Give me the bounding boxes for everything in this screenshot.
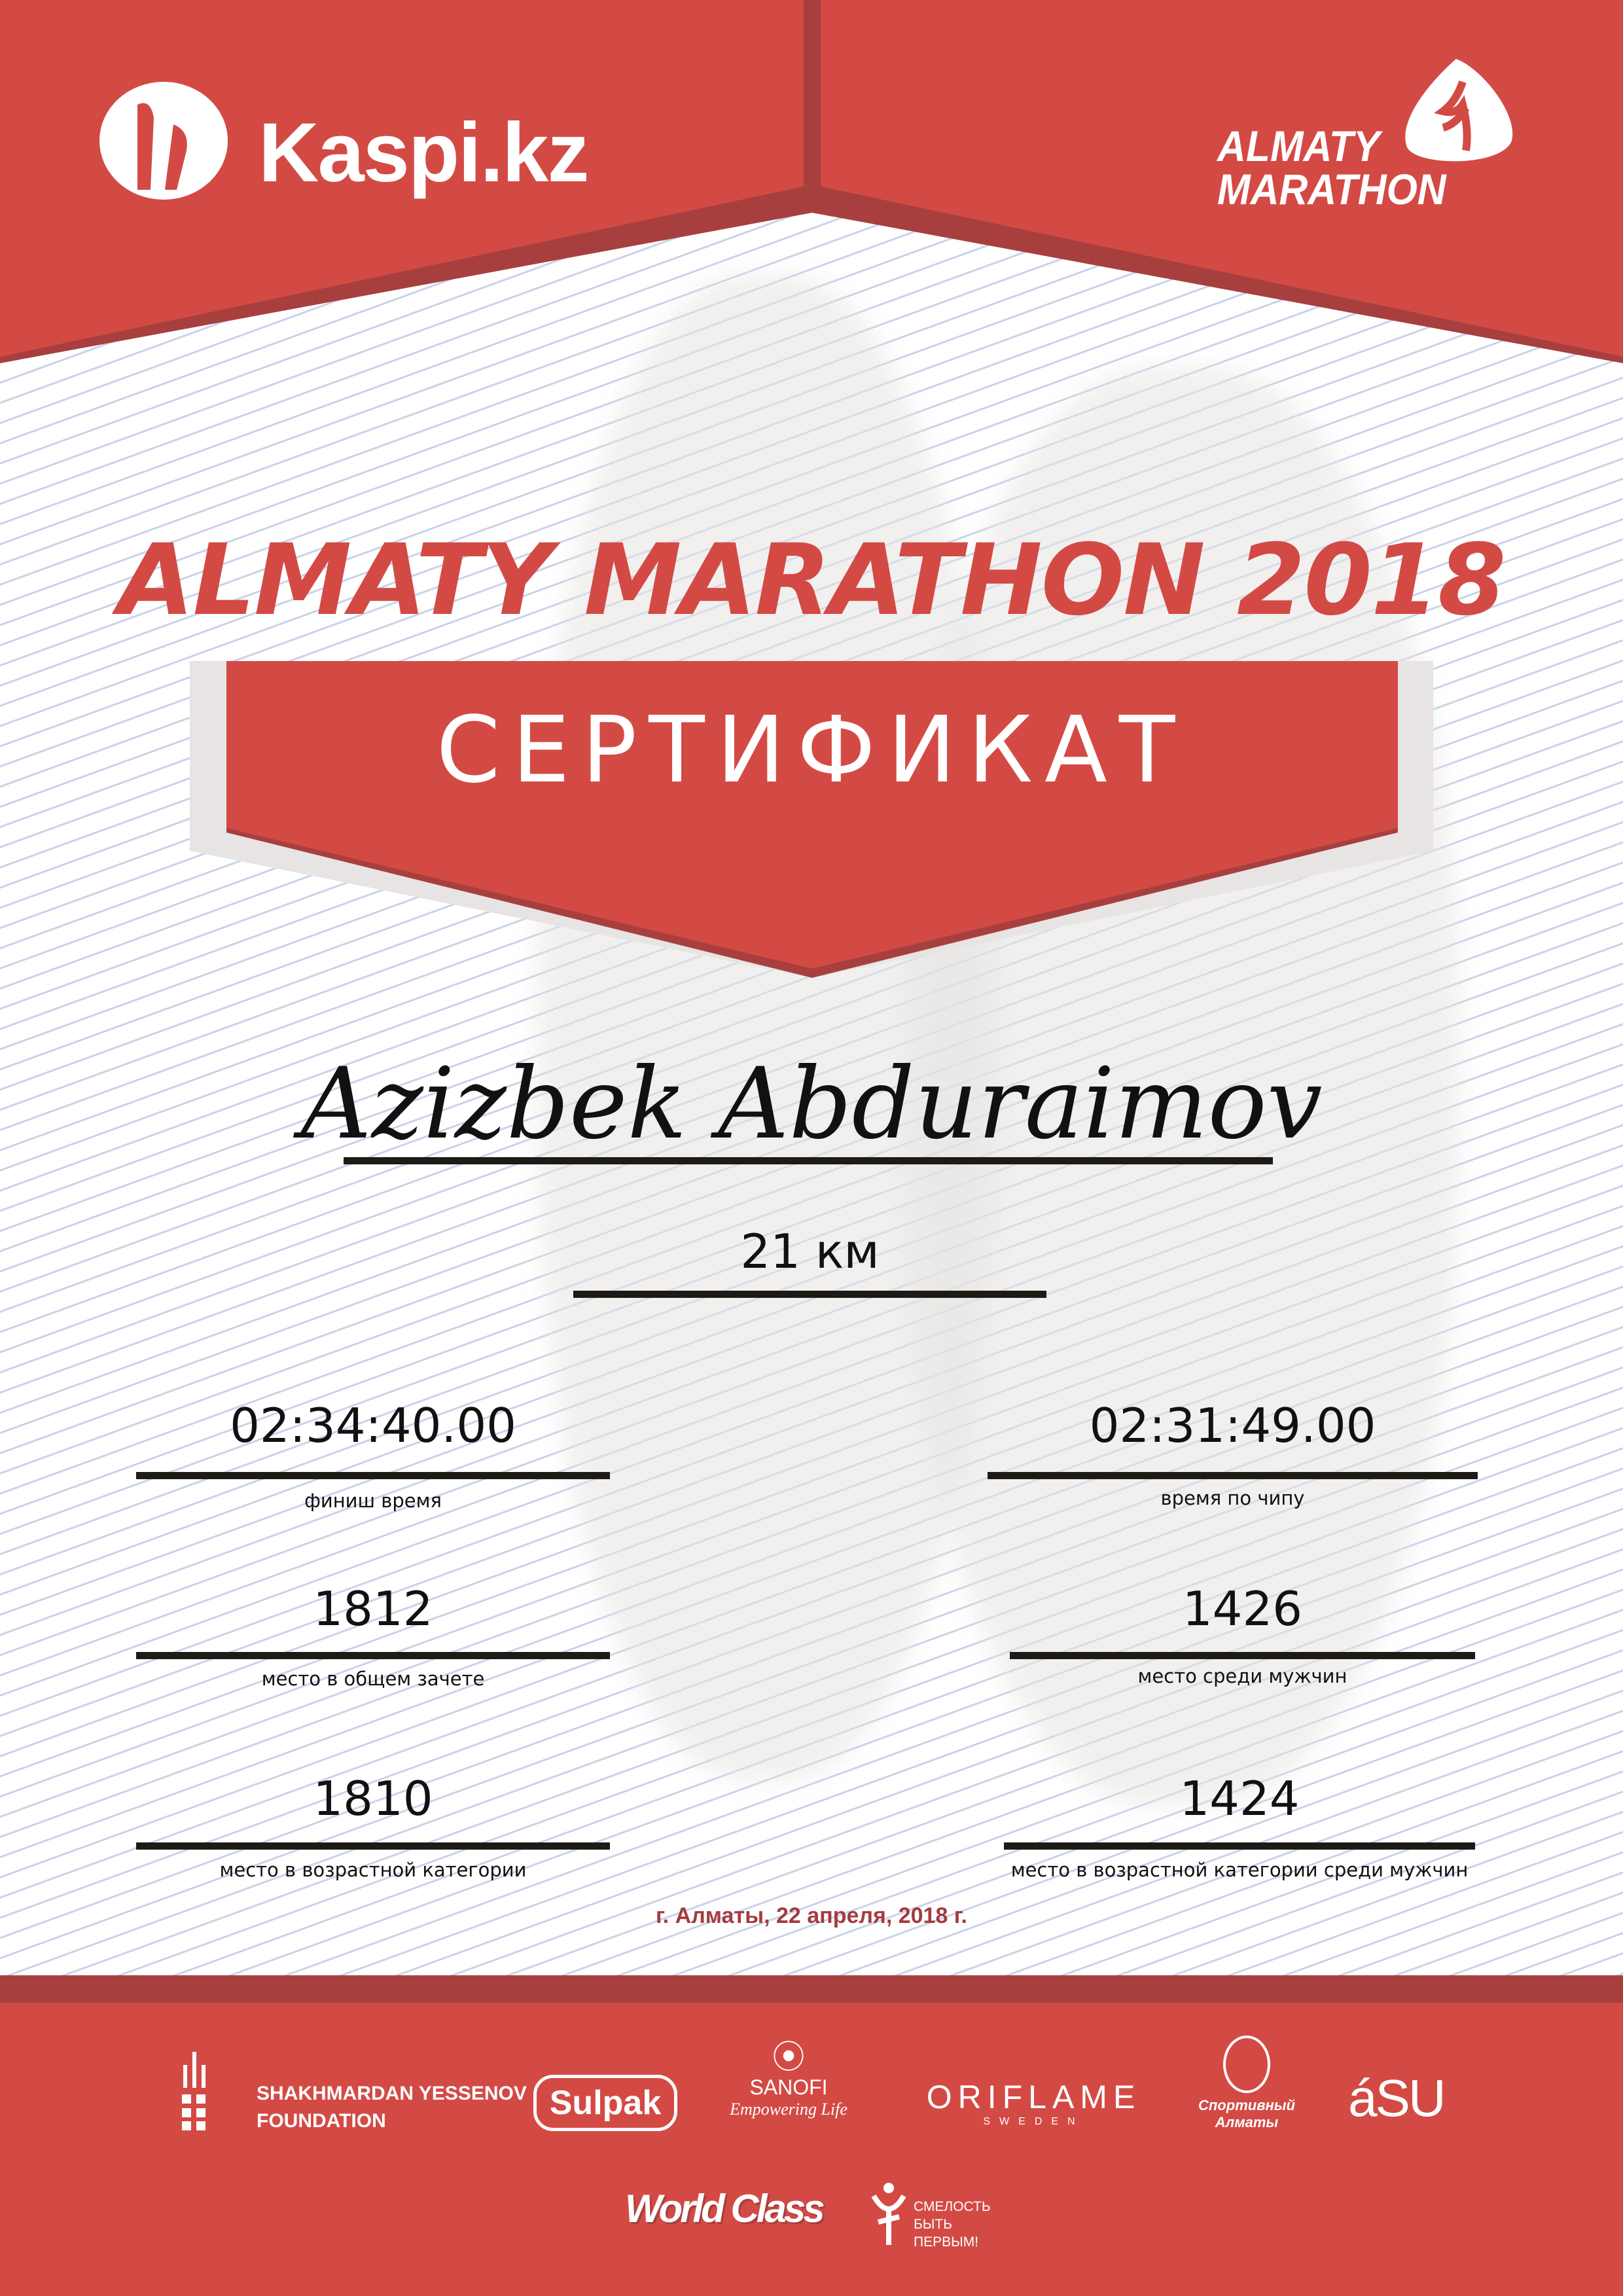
sponsor-oriflame: ORIFLAME SWEDEN xyxy=(926,2079,1141,2127)
overall-place-value: 1812 xyxy=(313,1581,433,1636)
sanofi-logo-icon: ⦿ xyxy=(772,2039,805,2075)
age-place-value: 1810 xyxy=(313,1771,433,1826)
chip-time-underline xyxy=(988,1472,1478,1479)
runner-photo-woman xyxy=(903,367,1459,1806)
chip-time-value: 02:31:49.00 xyxy=(1089,1398,1376,1453)
almaty-marathon-logo-icon xyxy=(1405,59,1513,162)
sponsors-footer xyxy=(0,2003,1623,2296)
yessenov-logo-icon xyxy=(182,2052,205,2130)
header-shape xyxy=(0,0,1623,363)
footer-stripe xyxy=(0,1975,1623,2003)
age-male-place-label: место в возрастной категории среди мужчи… xyxy=(1010,1859,1469,1881)
sport-almaty-logo-icon xyxy=(1223,2036,1270,2093)
sponsor-sulpak: Sulpak xyxy=(533,2075,677,2131)
almaty-marathon-logo-text: ALMATY MARATHON xyxy=(1217,122,1446,213)
kaspi-logo-text: Kaspi.kz xyxy=(259,106,589,200)
event-date-place: г. Алматы, 22 апреля, 2018 г. xyxy=(656,1903,967,1928)
age-place-underline xyxy=(136,1842,610,1850)
certificate-heading: СЕРТИФИКАТ xyxy=(436,697,1187,804)
sponsor-yessenov: SHAKHMARDAN YESSENOV FOUNDATION xyxy=(257,2083,527,2132)
certificate-banner xyxy=(190,661,1433,978)
age-place-label: место в возрастной категории xyxy=(219,1859,527,1881)
male-place-label: место среди мужчин xyxy=(1137,1665,1347,1687)
distance-value: 21 км xyxy=(740,1224,880,1279)
finish-time-label: финиш время xyxy=(304,1490,442,1512)
overall-place-underline xyxy=(136,1652,610,1659)
name-underline xyxy=(344,1157,1273,1164)
age-male-place-value: 1424 xyxy=(1179,1771,1300,1826)
distance-underline xyxy=(573,1291,1046,1298)
sponsor-asu: áSU xyxy=(1348,2069,1446,2127)
overall-place-label: место в общем зачете xyxy=(261,1668,485,1690)
finish-time-underline xyxy=(136,1472,610,1479)
male-place-underline xyxy=(1010,1652,1475,1659)
kaspi-logo-icon xyxy=(99,82,228,200)
fund-logo-icon xyxy=(871,2183,906,2245)
age-male-place-underline xyxy=(1004,1842,1475,1850)
sponsor-world-class: World Class xyxy=(625,2187,825,2231)
event-title: ALMATY MARATHON 2018 xyxy=(118,524,1506,637)
participant-name: Azizbek Abduraimov xyxy=(300,1047,1323,1161)
sponsor-fund: СМЕЛОСТЬ БЫТЬ ПЕРВЫМ! xyxy=(914,2199,991,2250)
sponsor-sport-almaty: Спортивный Алматы xyxy=(1198,2036,1296,2131)
chip-time-label: время по чипу xyxy=(1160,1487,1305,1509)
male-place-value: 1426 xyxy=(1182,1581,1303,1636)
finish-time-value: 02:34:40.00 xyxy=(230,1398,516,1453)
sponsor-sanofi: ⦿ SANOFI Empowering Life xyxy=(726,2039,851,2119)
